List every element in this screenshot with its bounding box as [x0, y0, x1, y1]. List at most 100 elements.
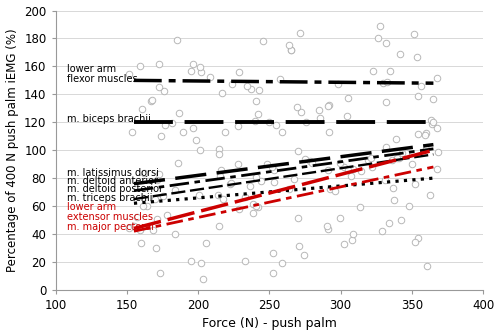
Point — [266, 119, 274, 124]
Point — [426, 193, 434, 198]
Point — [433, 166, 441, 171]
Point — [393, 155, 401, 161]
Point — [336, 160, 344, 166]
Point — [418, 84, 426, 89]
Point — [421, 132, 429, 137]
Point — [294, 149, 302, 154]
Point — [398, 218, 406, 223]
Point — [252, 174, 260, 180]
Point — [422, 146, 430, 152]
Point — [324, 103, 332, 109]
Point — [357, 168, 365, 173]
Point — [325, 102, 333, 108]
Point — [196, 260, 204, 266]
Text: m. latissimus dorsi: m. latissimus dorsi — [67, 168, 159, 177]
Point — [290, 176, 298, 182]
Point — [171, 187, 179, 193]
Point — [186, 69, 194, 74]
Point — [196, 69, 204, 74]
Point — [218, 90, 226, 96]
Point — [278, 260, 286, 266]
Point — [173, 37, 181, 43]
Point — [151, 196, 159, 202]
Point — [148, 97, 156, 103]
Point — [192, 137, 200, 142]
Point — [258, 38, 266, 44]
Point — [216, 173, 224, 178]
Point — [432, 75, 440, 81]
Point — [410, 182, 418, 187]
Point — [414, 131, 422, 137]
Point — [190, 125, 198, 130]
Point — [293, 104, 301, 110]
Point — [296, 31, 304, 36]
Point — [153, 177, 161, 182]
Point — [162, 212, 170, 217]
Point — [376, 23, 384, 29]
Point — [300, 253, 308, 258]
Point — [326, 186, 334, 192]
Point — [269, 251, 277, 256]
Point — [395, 156, 403, 161]
X-axis label: Force (N) - push palm: Force (N) - push palm — [202, 318, 337, 330]
Point — [386, 69, 394, 74]
Point — [316, 108, 324, 113]
Text: m. major pectoral: m. major pectoral — [67, 222, 154, 232]
Point — [374, 35, 382, 41]
Point — [332, 188, 340, 193]
Point — [350, 166, 358, 172]
Point — [392, 136, 400, 141]
Point — [325, 130, 333, 135]
Point — [396, 51, 404, 56]
Point — [413, 54, 421, 60]
Point — [285, 43, 293, 48]
Point — [195, 192, 203, 198]
Point — [263, 162, 271, 167]
Point — [349, 231, 357, 237]
Point — [176, 110, 184, 116]
Point — [234, 161, 242, 167]
Point — [382, 40, 390, 46]
Point — [316, 115, 324, 121]
Point — [249, 210, 257, 215]
Point — [241, 195, 249, 200]
Point — [433, 126, 441, 131]
Point — [278, 130, 286, 135]
Point — [136, 227, 144, 233]
Point — [206, 75, 214, 80]
Point — [149, 227, 157, 233]
Point — [128, 130, 136, 135]
Point — [214, 223, 222, 228]
Point — [247, 86, 255, 91]
Point — [288, 47, 296, 52]
Point — [430, 120, 438, 125]
Point — [216, 167, 224, 173]
Point — [402, 151, 410, 156]
Point — [252, 118, 260, 123]
Point — [226, 181, 234, 186]
Point — [356, 204, 364, 210]
Point — [256, 178, 264, 184]
Point — [159, 193, 167, 198]
Text: lower arm: lower arm — [67, 203, 116, 212]
Point — [241, 258, 249, 263]
Point — [246, 183, 254, 189]
Point — [379, 81, 387, 86]
Point — [161, 122, 169, 128]
Point — [136, 63, 144, 68]
Point — [370, 69, 378, 74]
Text: m. triceps brachii: m. triceps brachii — [67, 193, 152, 203]
Point — [214, 147, 222, 152]
Text: m. deltoid posterior: m. deltoid posterior — [67, 184, 163, 194]
Point — [344, 95, 352, 101]
Point — [140, 170, 148, 175]
Point — [382, 144, 390, 150]
Point — [156, 61, 164, 67]
Point — [228, 180, 235, 185]
Point — [138, 106, 146, 111]
Point — [196, 64, 204, 70]
Point — [426, 117, 434, 123]
Point — [152, 216, 160, 221]
Point — [368, 164, 376, 170]
Point — [384, 220, 392, 226]
